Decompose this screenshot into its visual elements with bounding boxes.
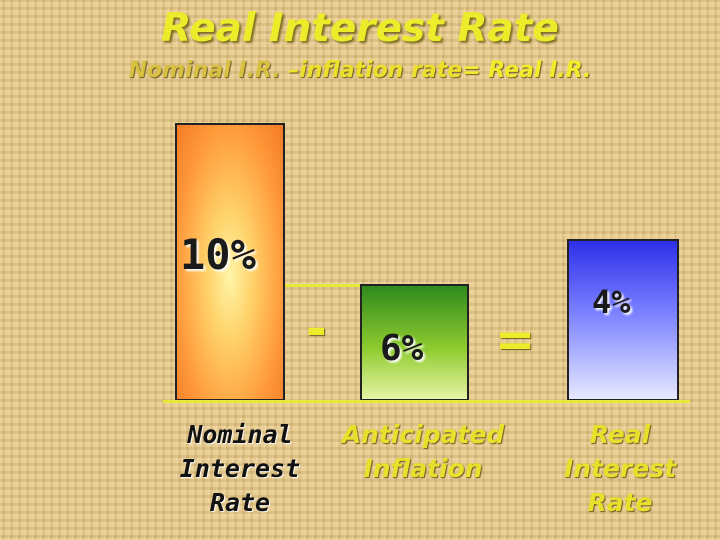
formula-real: = Real I.R.	[462, 58, 592, 83]
formula: Nominal I.R. –inflation rate= Real I.R.	[0, 58, 720, 83]
page-title: Real Interest Rate	[161, 6, 559, 51]
value-nominal: 10%	[180, 230, 256, 279]
minus-operator: -	[306, 300, 327, 358]
equals-operator: =	[495, 312, 536, 368]
formula-inflation: –inflation rate	[280, 58, 463, 83]
baseline	[163, 400, 690, 403]
label-nominal: Nominal Interest Rate	[179, 420, 301, 517]
formula-nominal: Nominal I.R.	[128, 58, 281, 83]
connector-line	[285, 284, 360, 287]
label-real: Real Interest Rate	[563, 420, 677, 517]
bar-nominal	[175, 123, 285, 401]
value-inflation: 6%	[380, 328, 424, 369]
bar-inflation	[360, 284, 469, 401]
value-real: 4%	[592, 283, 631, 321]
label-inflation: Anticipated Inflation	[341, 420, 505, 483]
